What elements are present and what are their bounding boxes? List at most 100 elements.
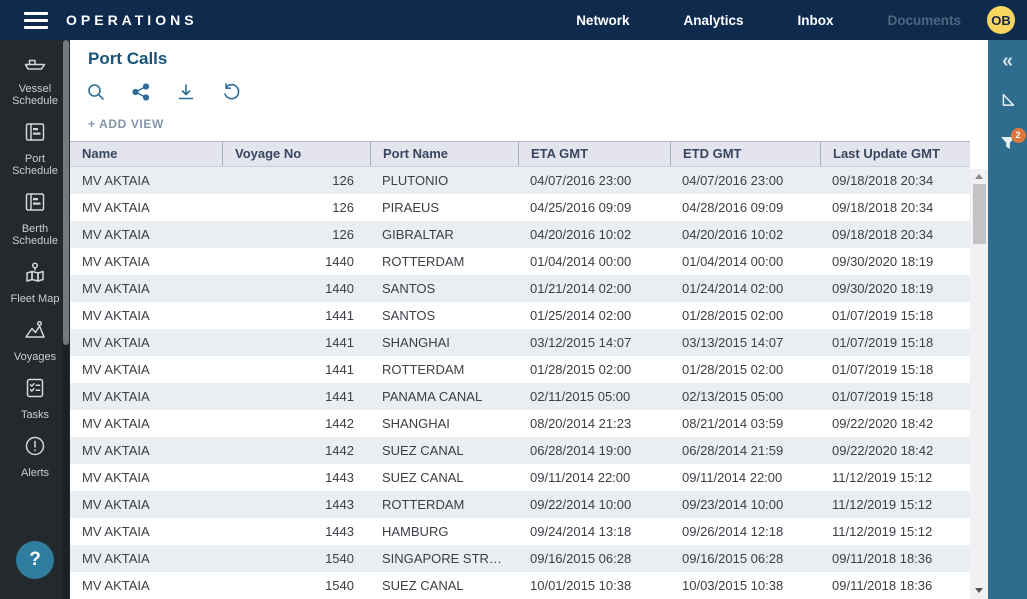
sidebar-item-port-schedule[interactable]: Port Schedule — [4, 120, 66, 177]
sidebar-item-label: Voyages — [13, 351, 57, 363]
table-scrollbar-thumb[interactable] — [973, 184, 986, 244]
main-header: Port Calls — [70, 40, 988, 141]
user-avatar[interactable]: OB — [987, 6, 1015, 34]
table-row[interactable]: MV AKTAIA 1442 SUEZ CANAL 06/28/2014 19:00 0… — [70, 437, 970, 464]
table-cell: MV AKTAIA — [82, 335, 150, 350]
table-cell: 04/28/2016 09:09 — [682, 200, 784, 215]
sidebar-scrollbar-thumb[interactable] — [63, 40, 69, 345]
table-row[interactable]: MV AKTAIA 1540 SUEZ CANAL 10/01/2015 10:38 1… — [70, 572, 970, 599]
sidebar-item-label: Fleet Map — [10, 293, 60, 305]
column-header-voyage-no[interactable]: Voyage No — [222, 142, 370, 166]
scroll-up-arrow-icon[interactable] — [970, 169, 988, 183]
table-cell: 01/25/2014 02:00 — [530, 308, 632, 323]
table-cell: 06/28/2014 21:59 — [682, 443, 784, 458]
collapse-panel-button[interactable]: « — [995, 48, 1021, 74]
table-row[interactable]: MV AKTAIA 1440 SANTOS 01/21/2014 02:00 01/24… — [70, 275, 970, 302]
column-header-eta-gmt[interactable]: ETA GMT — [518, 142, 670, 166]
table-cell: 1441 — [325, 308, 354, 323]
table-cell: 1540 — [325, 578, 354, 593]
table-row[interactable]: MV AKTAIA 1443 SUEZ CANAL 09/11/2014 22:00 0… — [70, 464, 970, 491]
table-cell: MV AKTAIA — [82, 416, 150, 431]
scroll-down-arrow-icon[interactable] — [970, 583, 988, 597]
undo-icon[interactable] — [221, 82, 241, 102]
table-cell: 126 — [332, 173, 354, 188]
pointer-tool-button[interactable] — [995, 90, 1021, 116]
table-cell: 01/28/2015 02:00 — [682, 362, 784, 377]
sidebar-item-vessel-schedule[interactable]: Vessel Schedule — [4, 50, 66, 107]
table-cell: MV AKTAIA — [82, 551, 150, 566]
sidebar-item-alerts[interactable]: Alerts — [4, 434, 66, 479]
sidebar-item-tasks[interactable]: Tasks — [4, 376, 66, 421]
nav-item-network[interactable]: Network — [576, 12, 630, 28]
berth-schedule-icon — [23, 190, 47, 223]
table-row[interactable]: MV AKTAIA 1441 ROTTERDAM 01/28/2015 02:00 01… — [70, 356, 970, 383]
table-cell: 04/07/2016 23:00 — [682, 173, 784, 188]
table-scrollbar[interactable] — [970, 169, 988, 599]
table-cell: 08/21/2014 03:59 — [682, 416, 784, 431]
table-cell: 1441 — [325, 362, 354, 377]
table-cell: MV AKTAIA — [82, 578, 150, 593]
table-cell: PIRAEUS — [382, 200, 440, 215]
table-cell: SUEZ CANAL — [382, 470, 464, 485]
table-cell: MV AKTAIA — [82, 308, 150, 323]
table-row[interactable]: MV AKTAIA 126 PIRAEUS 04/25/2016 09:09 04/28… — [70, 194, 970, 221]
table-row[interactable]: MV AKTAIA 1441 SHANGHAI 03/12/2015 14:07 03/… — [70, 329, 970, 356]
table-row[interactable]: MV AKTAIA 1443 ROTTERDAM 09/22/2014 10:00 09… — [70, 491, 970, 518]
table-cell: 1442 — [325, 416, 354, 431]
sidebar-item-fleet-map[interactable]: Fleet Map — [4, 260, 66, 305]
hamburger-menu-icon[interactable] — [24, 11, 48, 29]
table-row[interactable]: MV AKTAIA 1441 PANAMA CANAL 02/11/2015 05:0… — [70, 383, 970, 410]
table-zone: Name Voyage No Port Name ETA GMT ETD GMT Last… — [70, 141, 988, 599]
table-row[interactable]: MV AKTAIA 1442 SHANGHAI 08/20/2014 21:23 08/… — [70, 410, 970, 437]
table-cell: 11/12/2019 15:12 — [832, 470, 933, 485]
table-cell: 09/16/2015 06:28 — [682, 551, 784, 566]
table-row[interactable]: MV AKTAIA 1540 SINGAPORE STR… 09/16/2015 06… — [70, 545, 970, 572]
column-header-last-update-gmt[interactable]: Last Update GMT — [820, 142, 970, 166]
table-cell: PLUTONIO — [382, 173, 449, 188]
table-row[interactable]: MV AKTAIA 1443 HAMBURG 09/24/2014 13:18 09/2… — [70, 518, 970, 545]
table-cell: 08/20/2014 21:23 — [530, 416, 632, 431]
sidebar-scrollbar[interactable] — [63, 40, 69, 599]
table-cell: SUEZ CANAL — [382, 578, 464, 593]
table-cell: 01/04/2014 00:00 — [530, 254, 632, 269]
table-cell: PANAMA CANAL — [382, 389, 483, 404]
table-cell: 04/07/2016 23:00 — [530, 173, 632, 188]
table-cell: 01/24/2014 02:00 — [682, 281, 784, 296]
nav-item-documents[interactable]: Documents — [887, 12, 961, 28]
search-icon[interactable] — [86, 82, 106, 102]
sidebar-item-label: Vessel Schedule — [12, 83, 58, 107]
add-view-button[interactable]: + ADD VIEW — [88, 117, 164, 131]
table-cell: 09/18/2018 20:34 — [832, 227, 934, 242]
table-cell: 09/22/2020 18:42 — [832, 416, 934, 431]
alerts-icon — [23, 434, 47, 467]
table-row[interactable]: MV AKTAIA 126 GIBRALTAR 04/20/2016 10:02 04/… — [70, 221, 970, 248]
help-button[interactable]: ? — [16, 541, 54, 579]
table-cell: 10/01/2015 10:38 — [530, 578, 632, 593]
table-cell: 09/30/2020 18:19 — [832, 281, 934, 296]
download-icon[interactable] — [176, 82, 196, 102]
table-cell: 01/07/2019 15:18 — [832, 362, 934, 377]
table-row[interactable]: MV AKTAIA 1441 SANTOS 01/25/2014 02:00 01/28… — [70, 302, 970, 329]
table-cell: 1540 — [325, 551, 354, 566]
table-cell: 126 — [332, 227, 354, 242]
table-row[interactable]: MV AKTAIA 1440 ROTTERDAM 01/04/2014 00:00 01… — [70, 248, 970, 275]
share-icon[interactable] — [131, 82, 151, 102]
toolbar — [86, 82, 988, 102]
table-cell: 03/12/2015 14:07 — [530, 335, 632, 350]
nav-item-inbox[interactable]: Inbox — [797, 12, 834, 28]
column-header-name[interactable]: Name — [82, 146, 118, 161]
column-header-port-name[interactable]: Port Name — [370, 142, 518, 166]
sidebar-item-voyages[interactable]: Voyages — [4, 318, 66, 363]
nav-item-analytics[interactable]: Analytics — [683, 12, 744, 28]
table-cell: GIBRALTAR — [382, 227, 454, 242]
filter-button[interactable]: 2 — [995, 128, 1026, 158]
sidebar-item-berth-schedule[interactable]: Berth Schedule — [4, 190, 66, 247]
table-row[interactable]: MV AKTAIA 126 PLUTONIO 04/07/2016 23:00 04/0… — [70, 167, 970, 194]
table-cell: 01/07/2019 15:18 — [832, 308, 934, 323]
table-cell: SUEZ CANAL — [382, 443, 464, 458]
table-cell: MV AKTAIA — [82, 362, 150, 377]
table-header-row: Name Voyage No Port Name ETA GMT ETD GMT Last… — [70, 141, 970, 167]
table-cell: ROTTERDAM — [382, 254, 465, 269]
table-cell: ROTTERDAM — [382, 362, 465, 377]
column-header-etd-gmt[interactable]: ETD GMT — [670, 142, 820, 166]
